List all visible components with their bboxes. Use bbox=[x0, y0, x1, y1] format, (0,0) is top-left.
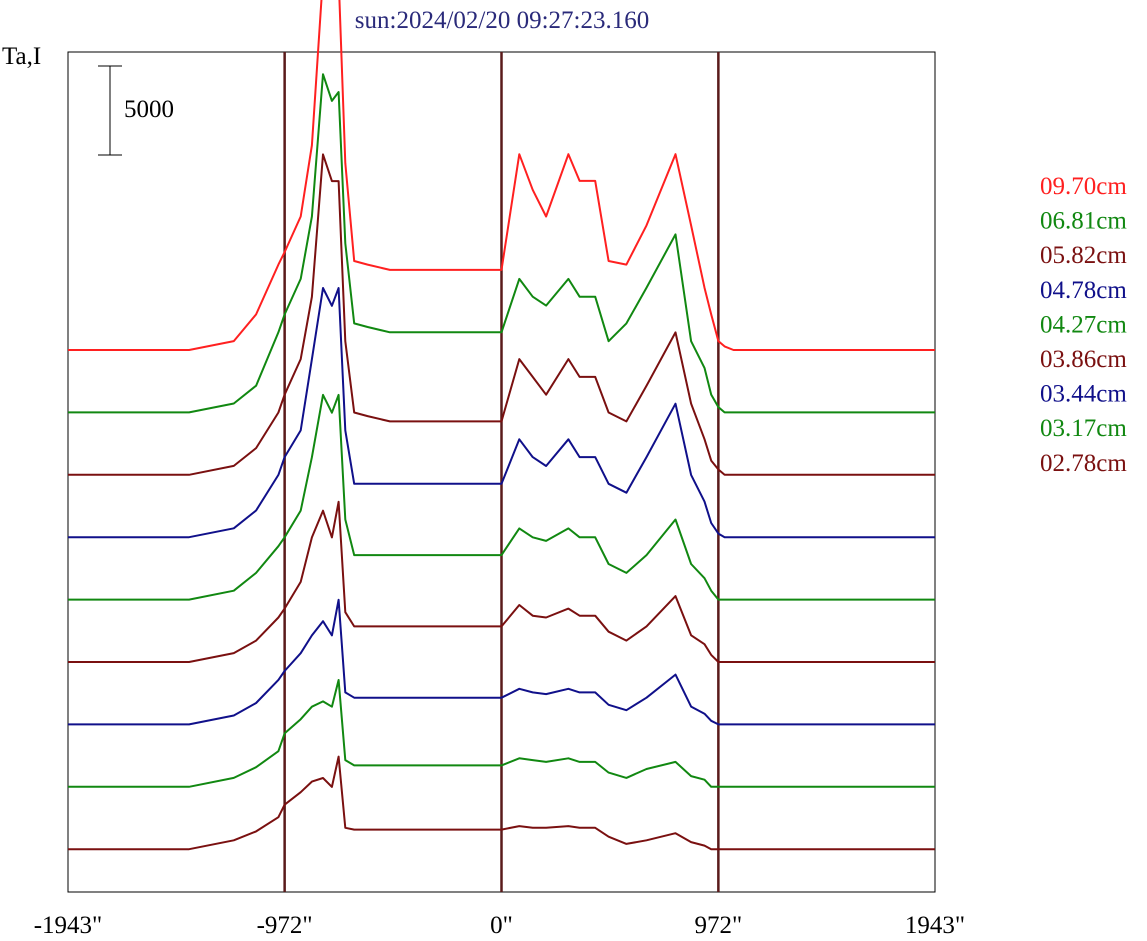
x-tick-label: 972" bbox=[695, 912, 743, 939]
scale-bar: 5000 bbox=[98, 65, 174, 156]
series-line-06.81cm bbox=[68, 73, 935, 414]
x-tick-label: 1943" bbox=[905, 912, 965, 939]
legend-entry: 03.17cm bbox=[1040, 415, 1127, 442]
series-line-04.78cm bbox=[68, 287, 935, 539]
series-line-09.70cm bbox=[68, 0, 935, 351]
x-tick-label: 0" bbox=[490, 912, 513, 939]
chart-title: sun:2024/02/20 09:27:23.160 bbox=[355, 7, 649, 34]
legend-entry: 02.78cm bbox=[1040, 450, 1127, 477]
legend-entry: 06.81cm bbox=[1040, 208, 1127, 235]
series-line-03.17cm bbox=[68, 679, 935, 788]
series-line-05.82cm bbox=[68, 153, 935, 476]
legend-entry: 09.70cm bbox=[1040, 173, 1127, 200]
legend-entry: 04.27cm bbox=[1040, 311, 1127, 338]
reference-lines bbox=[283, 52, 720, 892]
legend: 09.70cm 06.81cm 05.82cm 04.78cm 04.27cm 03.86… bbox=[1040, 173, 1127, 477]
series-line-04.27cm bbox=[68, 393, 935, 601]
legend-entry: 04.78cm bbox=[1040, 277, 1127, 304]
x-tick-label: -1943" bbox=[34, 912, 103, 939]
x-tick-label: -972" bbox=[257, 912, 313, 939]
legend-entry: 05.82cm bbox=[1040, 242, 1127, 269]
series-lines bbox=[68, 0, 935, 851]
legend-entry: 03.86cm bbox=[1040, 346, 1127, 373]
series-line-03.86cm bbox=[68, 500, 935, 663]
y-axis-label: Ta,I bbox=[2, 43, 41, 70]
x-tick-labels: -1943" -972" 0" 972" 1943" bbox=[34, 912, 965, 939]
legend-entry: 03.44cm bbox=[1040, 381, 1127, 408]
series-line-02.78cm bbox=[68, 755, 935, 851]
scale-bar-label: 5000 bbox=[124, 96, 174, 123]
series-line-03.44cm bbox=[68, 598, 935, 726]
